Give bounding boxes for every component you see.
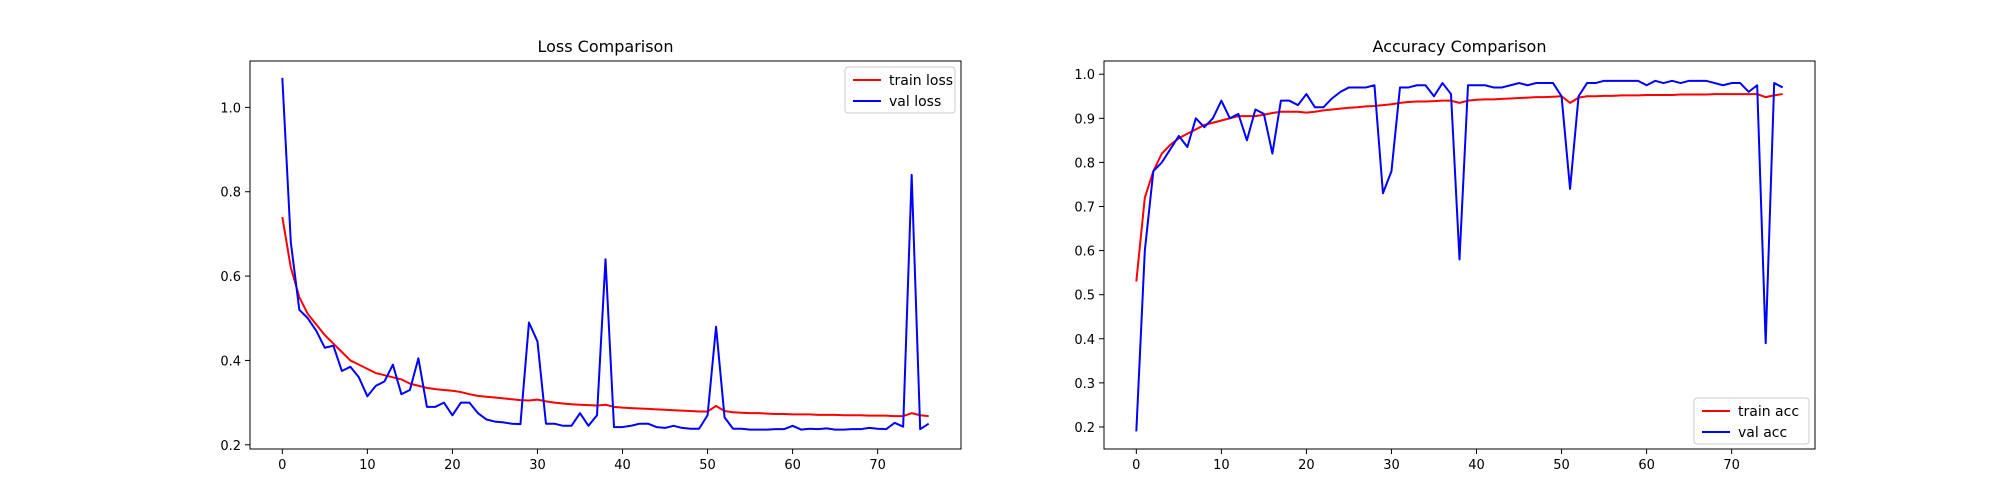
series-line-train-acc (1135, 93, 1783, 282)
legend: train acc val acc (1693, 397, 1810, 445)
y-tick-label: 0.2 (220, 439, 241, 454)
series-group (281, 77, 930, 431)
series-line-train-loss (281, 216, 929, 418)
x-tick-label: 30 (529, 458, 546, 473)
series-group (1135, 79, 1784, 432)
axes-frame (249, 60, 962, 450)
y-tick-label: 0.8 (1074, 156, 1095, 171)
x-tick-label: 60 (1638, 458, 1655, 473)
y-tick-label: 0.4 (220, 354, 241, 369)
y-tick-label: 0.8 (220, 186, 241, 201)
accuracy-plot-area: 0 10 20 30 40 50 60 70 0.2 0.3 0.4 0.5 0.6 0.7 0.8 0.9 1… (1074, 60, 1816, 473)
y-tick-label: 0.9 (1074, 112, 1095, 127)
y-tick-label: 0.6 (1074, 245, 1095, 260)
legend-label: val acc (1738, 425, 1787, 441)
y-tick-label: 0.3 (1074, 377, 1095, 392)
series-line-val-loss (281, 77, 930, 431)
x-tick-label: 10 (359, 458, 376, 473)
x-tick-label: 40 (1468, 458, 1485, 473)
legend-label: train loss (889, 73, 953, 89)
x-tick-label: 70 (1723, 458, 1740, 473)
x-tick-label: 50 (699, 458, 716, 473)
y-tick-label: 0.7 (1074, 201, 1095, 216)
y-tick-label: 1.0 (220, 101, 241, 116)
x-tick-label: 0 (278, 458, 286, 473)
series-line-val-acc (1135, 79, 1784, 432)
loss-comparison-chart: Loss Comparison 0 10 20 30 40 50 60 70 0.2 0.4 0.6… (220, 37, 962, 473)
x-tick-label: 20 (1298, 458, 1315, 473)
chart-title: Loss Comparison (538, 37, 674, 56)
x-tick-label: 40 (614, 458, 631, 473)
y-tick-label: 0.5 (1074, 289, 1095, 304)
legend-label: train acc (1738, 404, 1799, 420)
x-tick-label: 10 (1213, 458, 1230, 473)
axes-frame (1103, 60, 1816, 450)
x-tick-label: 50 (1553, 458, 1570, 473)
legend: train loss val loss (844, 66, 956, 114)
x-tick-label: 70 (869, 458, 886, 473)
y-tick-label: 0.6 (220, 270, 241, 285)
y-tick-label: 0.2 (1074, 421, 1095, 436)
x-tick-label: 20 (444, 458, 461, 473)
y-tick-label: 0.4 (1074, 333, 1095, 348)
chart-title: Accuracy Comparison (1373, 37, 1547, 56)
legend-label: val loss (889, 94, 941, 110)
accuracy-comparison-chart: Accuracy Comparison 0 10 20 30 40 50 60 70 0.2 0.… (1074, 37, 1816, 473)
loss-plot-area: 0 10 20 30 40 50 60 70 0.2 0.4 0.6 0.8 1.0 train loss… (220, 60, 962, 473)
x-tick-label: 30 (1383, 458, 1400, 473)
y-tick-label: 1.0 (1074, 68, 1095, 83)
x-tick-label: 0 (1132, 458, 1140, 473)
x-tick-label: 60 (784, 458, 801, 473)
